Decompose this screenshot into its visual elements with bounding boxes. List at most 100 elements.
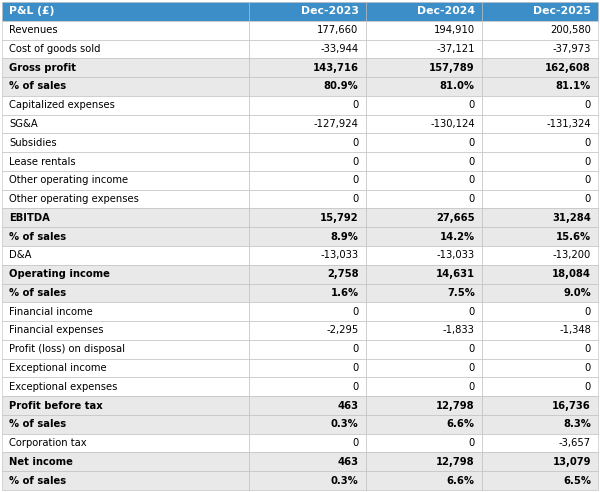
Bar bbox=[482, 377, 598, 396]
Bar bbox=[2, 433, 250, 453]
Text: 200,580: 200,580 bbox=[550, 25, 591, 35]
Text: % of sales: % of sales bbox=[9, 419, 66, 430]
Text: 0: 0 bbox=[352, 307, 359, 317]
Text: Profit before tax: Profit before tax bbox=[9, 400, 103, 410]
Bar bbox=[365, 77, 482, 96]
Text: 8.9%: 8.9% bbox=[331, 232, 359, 242]
Bar bbox=[2, 302, 250, 321]
Bar bbox=[482, 209, 598, 227]
Text: 194,910: 194,910 bbox=[434, 25, 475, 35]
Bar bbox=[2, 283, 250, 302]
Text: 80.9%: 80.9% bbox=[324, 82, 359, 92]
Bar bbox=[2, 133, 250, 152]
Bar bbox=[482, 246, 598, 265]
Text: -13,200: -13,200 bbox=[553, 250, 591, 260]
Text: 0: 0 bbox=[352, 194, 359, 204]
Bar bbox=[250, 152, 365, 171]
Text: P&L (£): P&L (£) bbox=[9, 6, 55, 16]
Text: 0: 0 bbox=[585, 138, 591, 148]
Text: Operating income: Operating income bbox=[9, 269, 110, 279]
Bar bbox=[482, 59, 598, 77]
Text: -2,295: -2,295 bbox=[326, 326, 359, 336]
Bar bbox=[365, 190, 482, 209]
Bar bbox=[2, 246, 250, 265]
Bar bbox=[482, 21, 598, 39]
Bar bbox=[482, 321, 598, 340]
Text: 0: 0 bbox=[469, 156, 475, 166]
Text: 9.0%: 9.0% bbox=[563, 288, 591, 298]
Bar bbox=[2, 340, 250, 359]
Bar bbox=[250, 59, 365, 77]
Text: 6.6%: 6.6% bbox=[447, 476, 475, 486]
Text: -37,121: -37,121 bbox=[436, 44, 475, 54]
Text: 27,665: 27,665 bbox=[436, 213, 475, 223]
Text: 81.0%: 81.0% bbox=[440, 82, 475, 92]
Text: 0: 0 bbox=[585, 344, 591, 354]
Bar bbox=[365, 359, 482, 377]
Text: 13,079: 13,079 bbox=[553, 457, 591, 467]
Text: 0: 0 bbox=[469, 138, 475, 148]
Text: 1.6%: 1.6% bbox=[331, 288, 359, 298]
Text: 162,608: 162,608 bbox=[545, 62, 591, 73]
Bar bbox=[365, 340, 482, 359]
Bar bbox=[2, 59, 250, 77]
Bar bbox=[250, 77, 365, 96]
Bar bbox=[2, 171, 250, 190]
Text: Other operating expenses: Other operating expenses bbox=[9, 194, 139, 204]
Bar bbox=[250, 453, 365, 471]
Bar bbox=[250, 471, 365, 490]
Bar bbox=[482, 415, 598, 433]
Text: % of sales: % of sales bbox=[9, 288, 66, 298]
Bar bbox=[250, 302, 365, 321]
Text: 0: 0 bbox=[585, 307, 591, 317]
Bar bbox=[365, 21, 482, 39]
Text: 0: 0 bbox=[469, 175, 475, 185]
Text: Exceptional income: Exceptional income bbox=[9, 363, 107, 373]
Text: Profit (loss) on disposal: Profit (loss) on disposal bbox=[9, 344, 125, 354]
Text: 0.3%: 0.3% bbox=[331, 476, 359, 486]
Text: 0: 0 bbox=[352, 438, 359, 448]
Text: 0: 0 bbox=[469, 194, 475, 204]
Bar bbox=[250, 21, 365, 39]
Text: 0: 0 bbox=[469, 363, 475, 373]
Bar bbox=[482, 171, 598, 190]
Bar bbox=[365, 321, 482, 340]
Bar bbox=[2, 265, 250, 283]
Text: Capitalized expenses: Capitalized expenses bbox=[9, 100, 115, 110]
Text: 12,798: 12,798 bbox=[436, 400, 475, 410]
Text: 0: 0 bbox=[585, 382, 591, 392]
Bar bbox=[482, 283, 598, 302]
Text: Dec-2024: Dec-2024 bbox=[417, 6, 475, 16]
Text: Corporation tax: Corporation tax bbox=[9, 438, 86, 448]
Bar bbox=[250, 265, 365, 283]
Bar bbox=[482, 471, 598, 490]
Bar bbox=[250, 396, 365, 415]
Bar bbox=[365, 115, 482, 133]
Bar bbox=[2, 21, 250, 39]
Text: 8.3%: 8.3% bbox=[563, 419, 591, 430]
Text: 0: 0 bbox=[352, 138, 359, 148]
Text: -13,033: -13,033 bbox=[320, 250, 359, 260]
Bar bbox=[2, 2, 250, 21]
Text: 18,084: 18,084 bbox=[552, 269, 591, 279]
Text: % of sales: % of sales bbox=[9, 476, 66, 486]
Bar bbox=[2, 396, 250, 415]
Text: Net income: Net income bbox=[9, 457, 73, 467]
Text: Lease rentals: Lease rentals bbox=[9, 156, 76, 166]
Text: Financial expenses: Financial expenses bbox=[9, 326, 104, 336]
Bar bbox=[365, 377, 482, 396]
Text: -127,924: -127,924 bbox=[314, 119, 359, 129]
Bar bbox=[2, 152, 250, 171]
Bar bbox=[482, 340, 598, 359]
Bar bbox=[365, 227, 482, 246]
Bar bbox=[250, 283, 365, 302]
Bar bbox=[2, 321, 250, 340]
Text: Gross profit: Gross profit bbox=[9, 62, 76, 73]
Bar bbox=[482, 190, 598, 209]
Text: 0: 0 bbox=[585, 194, 591, 204]
Bar bbox=[482, 39, 598, 59]
Text: 6.5%: 6.5% bbox=[563, 476, 591, 486]
Bar bbox=[2, 471, 250, 490]
Bar bbox=[482, 115, 598, 133]
Text: Revenues: Revenues bbox=[9, 25, 58, 35]
